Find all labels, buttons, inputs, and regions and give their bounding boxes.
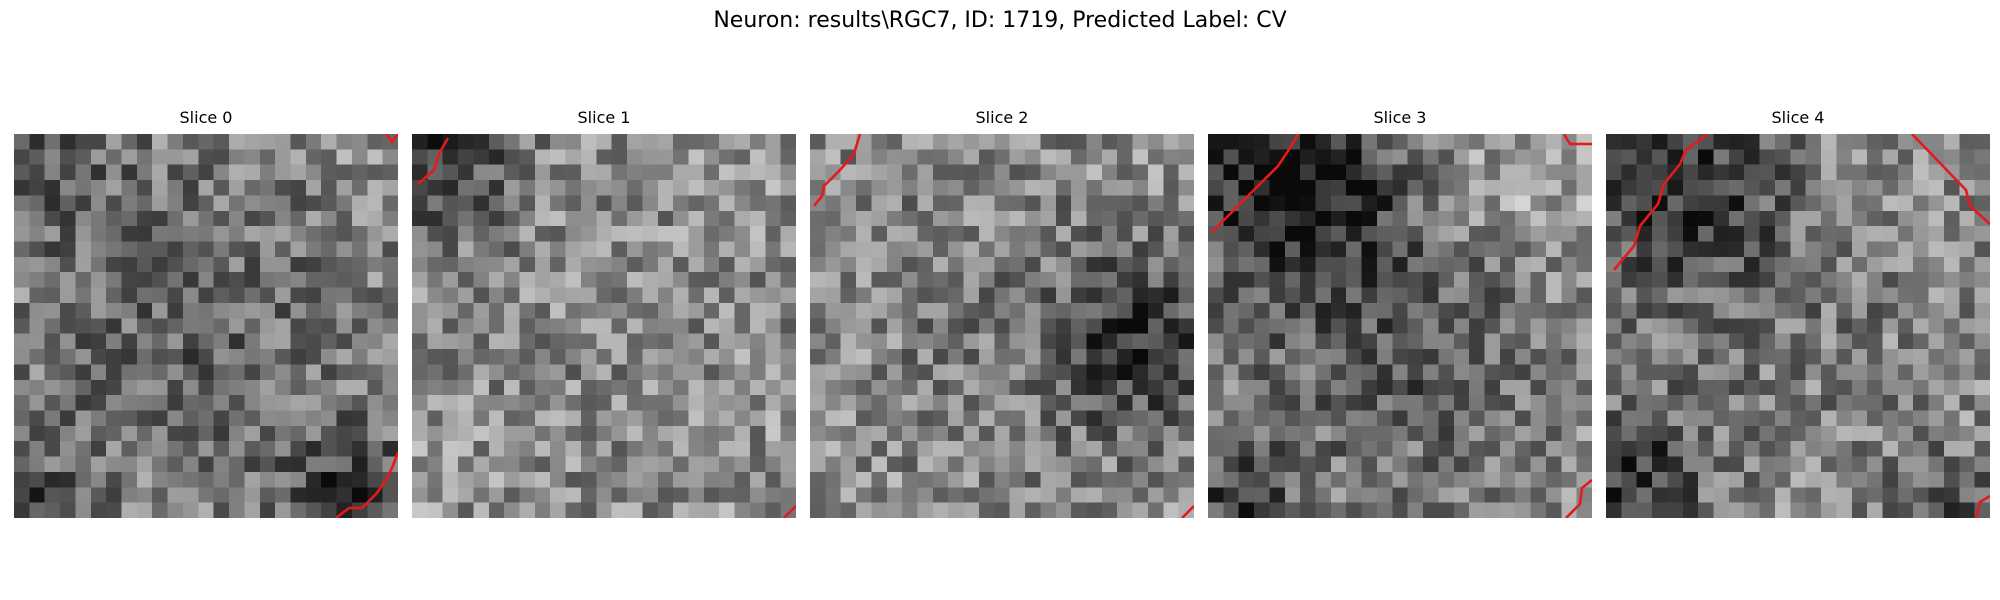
roi-contour-line — [335, 451, 398, 518]
slice-panel-2: Slice 2 — [810, 108, 1194, 518]
roi-contour-line — [384, 134, 398, 145]
figure-title: Neuron: results\RGC7, ID: 1719, Predicte… — [713, 8, 1287, 33]
roi-contour-line — [1181, 505, 1194, 518]
slice-image — [810, 134, 1194, 518]
roi-contour-line — [417, 137, 450, 185]
slice-title: Slice 0 — [179, 108, 233, 127]
slice-title: Slice 4 — [1771, 108, 1825, 127]
slice-image — [14, 134, 398, 518]
roi-contour-line — [1565, 478, 1592, 518]
slice-panel-4: Slice 4 — [1606, 108, 1990, 518]
slice-image — [412, 134, 796, 518]
roi-contour-line — [1562, 134, 1592, 146]
slice-title: Slice 2 — [975, 108, 1029, 127]
roi-contour-line — [1911, 134, 1990, 225]
roi-contour-line — [812, 134, 862, 207]
slice-image — [1606, 134, 1990, 518]
slice-panel-1: Slice 1 — [412, 108, 796, 518]
roi-contour-line — [1974, 494, 1990, 518]
slice-title: Slice 1 — [577, 108, 631, 127]
roi-contour-line — [1613, 134, 1709, 271]
slice-title: Slice 3 — [1373, 108, 1427, 127]
slice-panel-3: Slice 3 — [1208, 108, 1592, 518]
slice-image — [1208, 134, 1592, 518]
roi-contour-line — [783, 505, 796, 518]
roi-contour-line — [1211, 134, 1300, 233]
slice-panel-0: Slice 0 — [14, 108, 398, 518]
